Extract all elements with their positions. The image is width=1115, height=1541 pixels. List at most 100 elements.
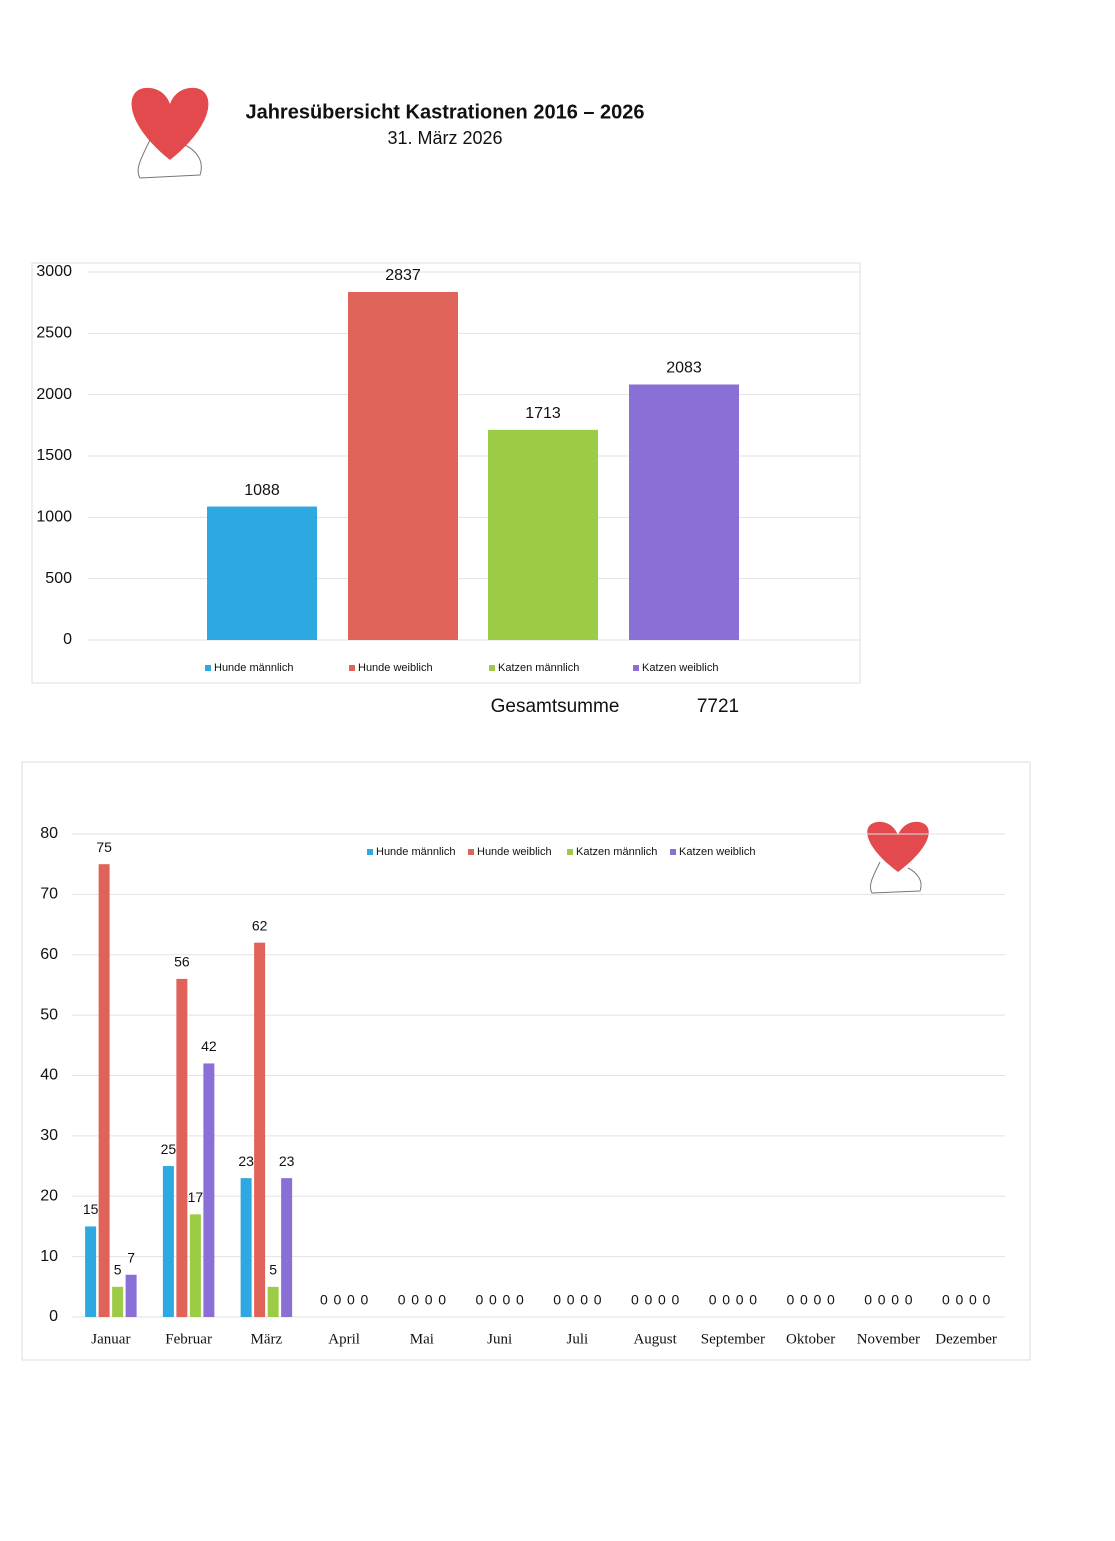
page-date: 31. März 2026 <box>387 128 502 148</box>
y-tick-label: 1000 <box>36 509 72 526</box>
legend-swatch <box>205 665 211 671</box>
data-label: 7 <box>127 1249 135 1265</box>
legend-label: Hunde männlich <box>214 662 294 674</box>
data-label: 0 <box>722 1292 730 1308</box>
x-tick-label: Mai <box>410 1331 434 1347</box>
data-label: 62 <box>252 917 268 933</box>
y-tick-label: 2000 <box>36 386 72 403</box>
data-label: 0 <box>813 1292 821 1308</box>
bar <box>267 1286 279 1317</box>
bar <box>240 1178 252 1317</box>
data-label: 0 <box>736 1292 744 1308</box>
legend-label: Katzen weiblich <box>642 662 718 674</box>
data-label: 0 <box>800 1292 808 1308</box>
x-tick-label: November <box>857 1331 920 1347</box>
y-tick-label: 30 <box>40 1127 58 1144</box>
data-label: 0 <box>749 1292 757 1308</box>
y-tick-label: 70 <box>40 886 58 903</box>
data-label: 25 <box>161 1141 177 1157</box>
bar <box>125 1274 137 1317</box>
chart-frame <box>31 262 861 684</box>
data-label: 0 <box>709 1292 717 1308</box>
data-label: 0 <box>567 1292 575 1308</box>
data-label: 42 <box>201 1038 217 1054</box>
data-label: 0 <box>982 1292 990 1308</box>
data-label: 0 <box>475 1292 483 1308</box>
bar <box>162 1166 174 1317</box>
bar <box>189 1214 201 1317</box>
bar <box>254 942 266 1317</box>
y-tick-label: 10 <box>40 1248 58 1265</box>
x-tick-label: April <box>328 1331 360 1347</box>
y-tick-label: 0 <box>63 631 72 648</box>
data-label: 0 <box>864 1292 872 1308</box>
data-label: 75 <box>96 839 112 855</box>
legend-swatch <box>349 665 355 671</box>
legend-swatch <box>670 849 676 855</box>
data-label: 0 <box>878 1292 886 1308</box>
y-tick-label: 80 <box>40 825 58 842</box>
data-label: 0 <box>333 1292 341 1308</box>
legend-swatch <box>633 665 639 671</box>
x-tick-label: März <box>251 1331 283 1347</box>
bar <box>281 1178 293 1317</box>
data-label: 0 <box>594 1292 602 1308</box>
data-label: 0 <box>942 1292 950 1308</box>
x-tick-label: Juli <box>567 1331 589 1347</box>
data-label: 0 <box>425 1292 433 1308</box>
logo <box>131 87 209 179</box>
x-tick-label: August <box>633 1331 677 1347</box>
data-label: 23 <box>279 1153 295 1169</box>
data-label: 0 <box>658 1292 666 1308</box>
data-label: 23 <box>238 1153 254 1169</box>
legend-label: Hunde männlich <box>376 846 456 858</box>
data-label: 0 <box>516 1292 524 1308</box>
data-label: 0 <box>398 1292 406 1308</box>
data-label: 0 <box>502 1292 510 1308</box>
page-title: Jahresübersicht Kastrationen 2016 – 2026 <box>245 101 644 123</box>
y-tick-label: 60 <box>40 946 58 963</box>
y-tick-label: 2500 <box>36 325 72 342</box>
data-label: 56 <box>174 954 190 970</box>
data-label: 0 <box>827 1292 835 1308</box>
data-label: 0 <box>969 1292 977 1308</box>
legend-swatch <box>489 665 495 671</box>
total-value: 7721 <box>697 696 739 717</box>
chart-frame <box>21 761 1031 1361</box>
data-label: 0 <box>905 1292 913 1308</box>
bar <box>85 1226 97 1317</box>
legend-label: Hunde weiblich <box>477 846 552 858</box>
bar <box>488 429 598 640</box>
legend-swatch <box>367 849 373 855</box>
data-label: 0 <box>320 1292 328 1308</box>
bar <box>348 291 458 640</box>
data-label: 0 <box>360 1292 368 1308</box>
data-label: 0 <box>489 1292 497 1308</box>
data-label: 5 <box>114 1262 122 1278</box>
legend-label: Katzen weiblich <box>679 846 755 858</box>
data-label: 0 <box>580 1292 588 1308</box>
legend-label: Katzen männlich <box>576 846 657 858</box>
data-label: 2837 <box>385 267 421 284</box>
x-tick-label: September <box>701 1331 765 1347</box>
data-label: 0 <box>786 1292 794 1308</box>
x-tick-label: Dezember <box>935 1331 997 1347</box>
legend-label: Katzen männlich <box>498 662 579 674</box>
x-tick-label: Juni <box>487 1331 512 1347</box>
y-tick-label: 500 <box>45 570 72 587</box>
y-tick-label: 0 <box>49 1308 58 1325</box>
total-label: Gesamtsumme <box>491 696 620 717</box>
data-label: 2083 <box>666 360 702 377</box>
data-label: 17 <box>188 1189 204 1205</box>
data-label: 0 <box>671 1292 679 1308</box>
bar <box>207 506 317 640</box>
data-label: 0 <box>644 1292 652 1308</box>
x-tick-label: Februar <box>165 1331 212 1347</box>
y-tick-label: 20 <box>40 1187 58 1204</box>
legend-swatch <box>567 849 573 855</box>
bar <box>112 1286 124 1317</box>
data-label: 0 <box>553 1292 561 1308</box>
x-tick-label: Januar <box>91 1331 130 1347</box>
legend-swatch <box>468 849 474 855</box>
x-tick-label: Oktober <box>786 1331 835 1347</box>
